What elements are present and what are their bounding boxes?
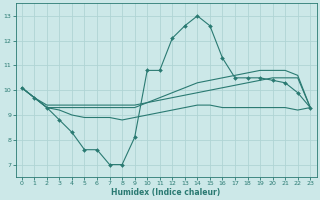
X-axis label: Humidex (Indice chaleur): Humidex (Indice chaleur)	[111, 188, 221, 197]
